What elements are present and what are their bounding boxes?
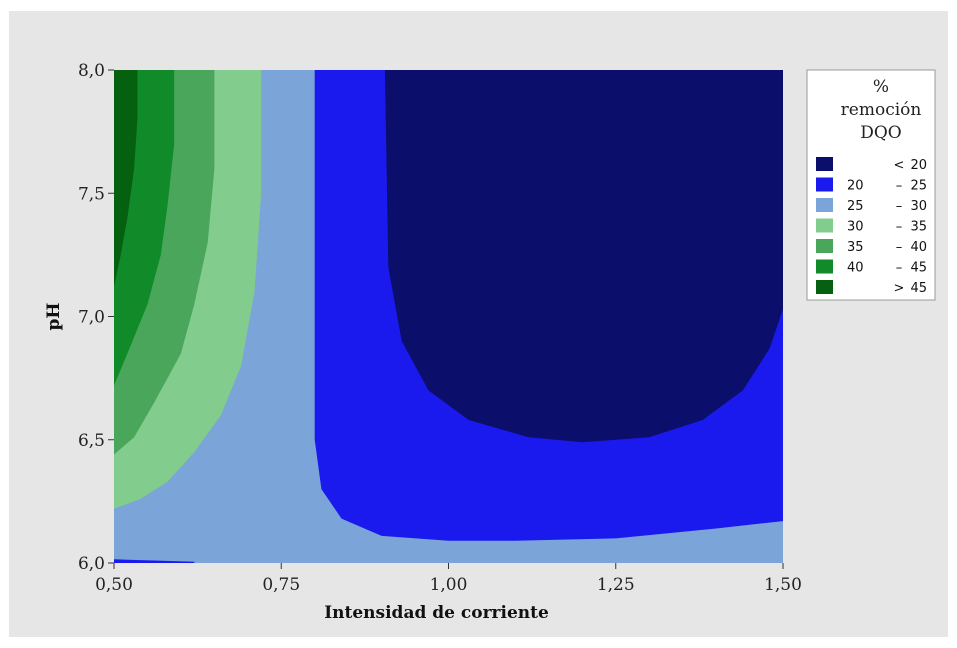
legend-title-line: remoción (841, 100, 922, 120)
plot-area (114, 70, 783, 563)
legend-swatch (816, 177, 833, 192)
legend-title-line: % (873, 77, 889, 97)
legend-separator: – (896, 240, 903, 255)
legend-separator: > (894, 281, 905, 296)
legend-low: 40 (847, 261, 864, 276)
contour-region-6 (114, 70, 138, 287)
x-axis-title: Intensidad de corriente (324, 603, 549, 623)
legend-swatch (816, 280, 833, 294)
contour-region-7 (114, 559, 195, 563)
legend-swatch (816, 239, 833, 253)
x-tick-label: 1,25 (597, 575, 635, 595)
legend-low: 25 (847, 199, 864, 214)
legend-separator: – (896, 179, 903, 194)
legend-high: 45 (910, 281, 927, 296)
y-tick-label: 7,5 (78, 184, 105, 204)
contour-region-2 (384, 70, 783, 443)
legend-high: 35 (910, 220, 927, 235)
legend-swatch (816, 259, 833, 274)
y-tick-label: 6,5 (78, 431, 105, 451)
legend-low: 30 (847, 220, 864, 235)
chart-background: 0,50 0,75 1,00 1,25 1,50 6,0 6,5 7,0 7,5 8,0 Int… (9, 11, 948, 637)
legend-high: 45 (910, 261, 927, 276)
y-axis-title: pH (44, 303, 64, 331)
x-tick-label: 1,50 (764, 575, 802, 595)
legend-swatch (816, 198, 833, 212)
contour-plot: 0,50 0,75 1,00 1,25 1,50 6,0 6,5 7,0 7,5 8,0 Int… (44, 61, 936, 623)
legend-swatch (816, 157, 833, 171)
legend-swatch (816, 218, 833, 233)
legend-separator: – (896, 261, 903, 276)
x-tick-label: 0,50 (95, 575, 133, 595)
x-tick-label: 1,00 (430, 575, 468, 595)
legend-high: 40 (910, 240, 927, 255)
y-tick-label: 7,0 (78, 308, 105, 328)
x-tick-label: 0,75 (262, 575, 300, 595)
legend-low: 20 (847, 179, 864, 194)
legend-title-line: DQO (860, 123, 902, 143)
y-axis: 6,0 6,5 7,0 7,5 8,0 (78, 61, 114, 574)
legend-separator: – (896, 199, 903, 214)
legend-high: 20 (910, 158, 927, 173)
legend-high: 30 (910, 199, 927, 214)
y-tick-label: 6,0 (78, 554, 105, 574)
x-axis: 0,50 0,75 1,00 1,25 1,50 (95, 563, 802, 595)
legend-high: 25 (910, 179, 927, 194)
y-tick-label: 8,0 (78, 61, 105, 81)
legend-low: 35 (847, 240, 864, 255)
legend-separator: – (896, 220, 903, 235)
legend-separator: < (894, 158, 905, 173)
